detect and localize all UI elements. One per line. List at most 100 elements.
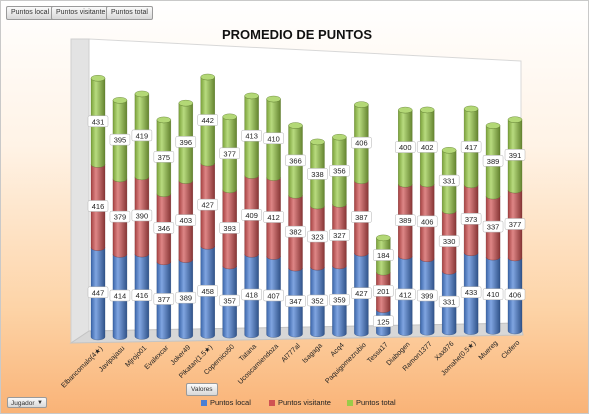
data-label: 366 (289, 156, 302, 165)
data-label: 419 (136, 131, 149, 140)
data-label: 201 (377, 287, 390, 296)
data-label-box (395, 288, 416, 301)
bar-cap (266, 95, 281, 103)
data-label: 377 (223, 149, 236, 158)
data-label-box (329, 164, 350, 177)
data-label-box (87, 115, 109, 128)
data-label-box (438, 174, 460, 187)
legend-label-total: Puntos total (356, 398, 396, 407)
category-label: Paquigomezrubio (324, 342, 368, 386)
values-field-button[interactable]: Valores (186, 383, 218, 396)
data-label-box (351, 287, 372, 299)
jugador-filter-dropdown[interactable]: Jugador ▼ (7, 397, 47, 408)
data-label: 330 (443, 237, 456, 246)
data-label: 184 (377, 251, 390, 260)
bar-group: 416 390 419 (131, 90, 153, 340)
data-label-box (460, 286, 482, 298)
bar-group: 433 373 417 (460, 105, 482, 335)
bar-cap (134, 90, 150, 98)
data-label: 406 (355, 139, 368, 148)
bar-group: 447 416 431 (87, 74, 109, 341)
data-label: 389 (180, 294, 193, 303)
data-label-box (504, 149, 526, 161)
data-label: 416 (136, 291, 149, 300)
legend-label-local: Puntos local (210, 398, 251, 407)
data-label-box (263, 289, 284, 302)
data-label: 412 (399, 290, 412, 299)
jugador-filter-label: Jugador (11, 400, 35, 407)
data-label-box (197, 114, 218, 126)
bar-group: 414 379 395 (109, 97, 131, 340)
data-label-box (241, 129, 262, 142)
data-label-box (175, 214, 197, 226)
bar-group: 389 403 396 (175, 99, 197, 339)
data-label-box (153, 293, 175, 305)
bar-cap (441, 147, 457, 154)
data-label: 323 (311, 233, 324, 242)
data-label-box (482, 288, 504, 300)
data-label-box (241, 209, 262, 221)
data-label: 377 (509, 220, 522, 229)
data-label-box (285, 154, 306, 167)
data-label-box (329, 229, 350, 241)
data-label-box (416, 215, 438, 228)
data-label: 346 (158, 224, 171, 233)
data-label-box (219, 222, 240, 234)
data-label-box (197, 198, 218, 211)
data-label: 413 (245, 132, 258, 141)
bar-cap (463, 105, 479, 113)
data-label-box (351, 136, 372, 149)
data-label-box (482, 155, 504, 167)
legend-swatch-total (347, 400, 353, 407)
data-label: 387 (355, 213, 368, 222)
category-label: Elbancomalo(4★) (60, 345, 105, 390)
data-label: 391 (509, 151, 522, 160)
bar-cap (244, 92, 259, 100)
chevron-down-icon: ▼ (37, 400, 43, 406)
chart-title: PROMEDIO DE PUNTOS (222, 27, 372, 42)
legend-item-total: Puntos total (347, 397, 396, 409)
data-label-box (373, 315, 394, 327)
data-label: 389 (399, 216, 412, 225)
data-label: 402 (421, 143, 434, 152)
data-label-box (131, 209, 153, 222)
legend-swatch-local (201, 400, 207, 407)
category-label: Ucoscamiendoza (237, 343, 280, 386)
bar-group: 357 393 377 (219, 113, 240, 339)
data-label: 331 (443, 177, 456, 186)
data-label-box (109, 133, 131, 146)
bar-group: 410 337 389 (482, 122, 504, 335)
category-label: Clofero (500, 339, 521, 360)
data-label: 375 (158, 153, 171, 162)
data-label: 418 (245, 291, 258, 300)
data-label-box (351, 211, 372, 223)
field-button-puntos-total[interactable]: Puntos total (106, 6, 153, 20)
data-label: 373 (465, 215, 478, 224)
data-label-box (438, 235, 460, 247)
data-label-box (263, 211, 284, 223)
data-label: 327 (333, 231, 346, 240)
data-label-box (482, 220, 504, 233)
category-label: Acq4 (330, 342, 346, 358)
legend-swatch-visitante (269, 400, 275, 407)
bar-group: 418 409 413 (241, 92, 262, 338)
data-label-box (416, 289, 438, 302)
legend-label-visitante: Puntos visitante (278, 398, 331, 407)
bar-group: 427 387 406 (351, 101, 372, 337)
data-label-box (153, 151, 175, 163)
data-label: 382 (289, 228, 302, 237)
data-label-box (87, 286, 109, 299)
category-label: Evalexcar (144, 344, 171, 371)
data-label: 357 (223, 297, 236, 306)
data-label: 410 (487, 290, 500, 299)
bar-cap (310, 138, 325, 146)
data-label-box (175, 136, 197, 148)
data-label: 389 (487, 157, 500, 166)
data-label: 458 (201, 287, 214, 296)
data-label-box (373, 249, 394, 261)
data-label: 406 (421, 217, 434, 226)
data-label-box (395, 214, 416, 226)
data-label: 410 (267, 134, 280, 143)
